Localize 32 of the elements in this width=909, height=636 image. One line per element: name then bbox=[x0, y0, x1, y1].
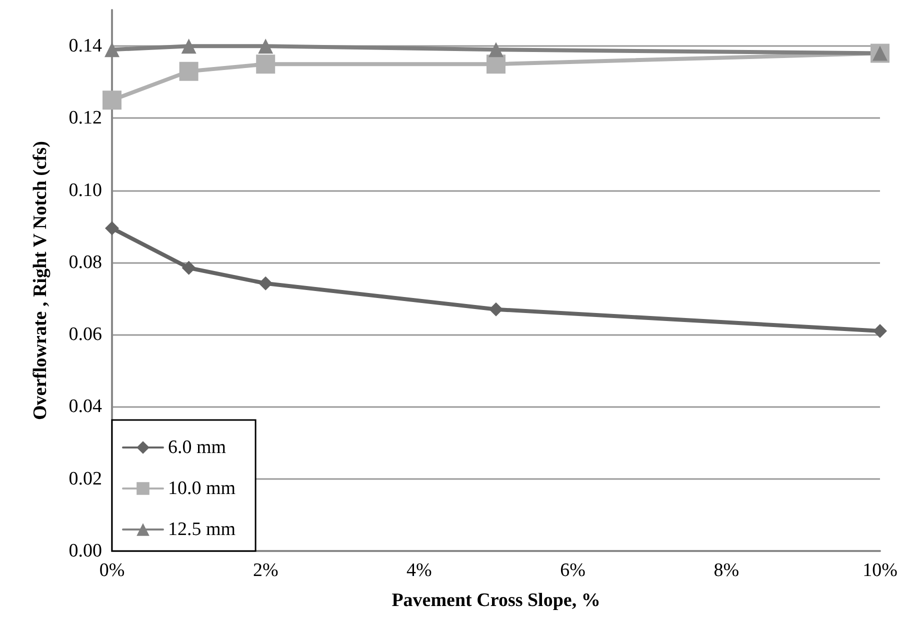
y-tick-label: 0.14 bbox=[68, 36, 102, 57]
point bbox=[256, 54, 276, 74]
x-tick-label: 8% bbox=[714, 560, 740, 581]
legend-label: 12.5 mm bbox=[168, 519, 236, 540]
y-tick-label: 0.02 bbox=[68, 468, 102, 490]
x-tick-label: 2% bbox=[252, 560, 278, 581]
y-tick-label: 0.04 bbox=[68, 396, 102, 418]
point bbox=[102, 90, 122, 110]
point bbox=[873, 324, 887, 338]
point bbox=[258, 38, 274, 54]
point bbox=[104, 42, 120, 58]
legend-label: 10.0 mm bbox=[168, 478, 236, 499]
point bbox=[258, 276, 273, 290]
point bbox=[488, 42, 504, 58]
x-tick-label: 10% bbox=[862, 560, 898, 581]
y-tick-label: 0.00 bbox=[68, 540, 102, 562]
y-tick-label: 0.06 bbox=[68, 324, 102, 346]
y-tick-label: 0.10 bbox=[68, 180, 102, 201]
point bbox=[181, 38, 196, 54]
x-tick-label: 4% bbox=[406, 560, 432, 581]
point bbox=[489, 302, 503, 316]
legend-label: 6.0 mm bbox=[168, 437, 226, 458]
point bbox=[486, 54, 506, 74]
y-tick-label: 0.12 bbox=[68, 108, 102, 129]
x-tick-label: 6% bbox=[560, 560, 586, 581]
x-axis-title: Pavement Cross Slope, % bbox=[392, 590, 600, 611]
y-tick-label: 0.08 bbox=[68, 252, 102, 273]
x-tick-label: 0% bbox=[99, 560, 125, 581]
point bbox=[179, 62, 198, 81]
point bbox=[105, 221, 119, 236]
point bbox=[182, 260, 196, 275]
y-axis-title: Overflowrate , Right V Notch (cfs) bbox=[30, 141, 51, 420]
